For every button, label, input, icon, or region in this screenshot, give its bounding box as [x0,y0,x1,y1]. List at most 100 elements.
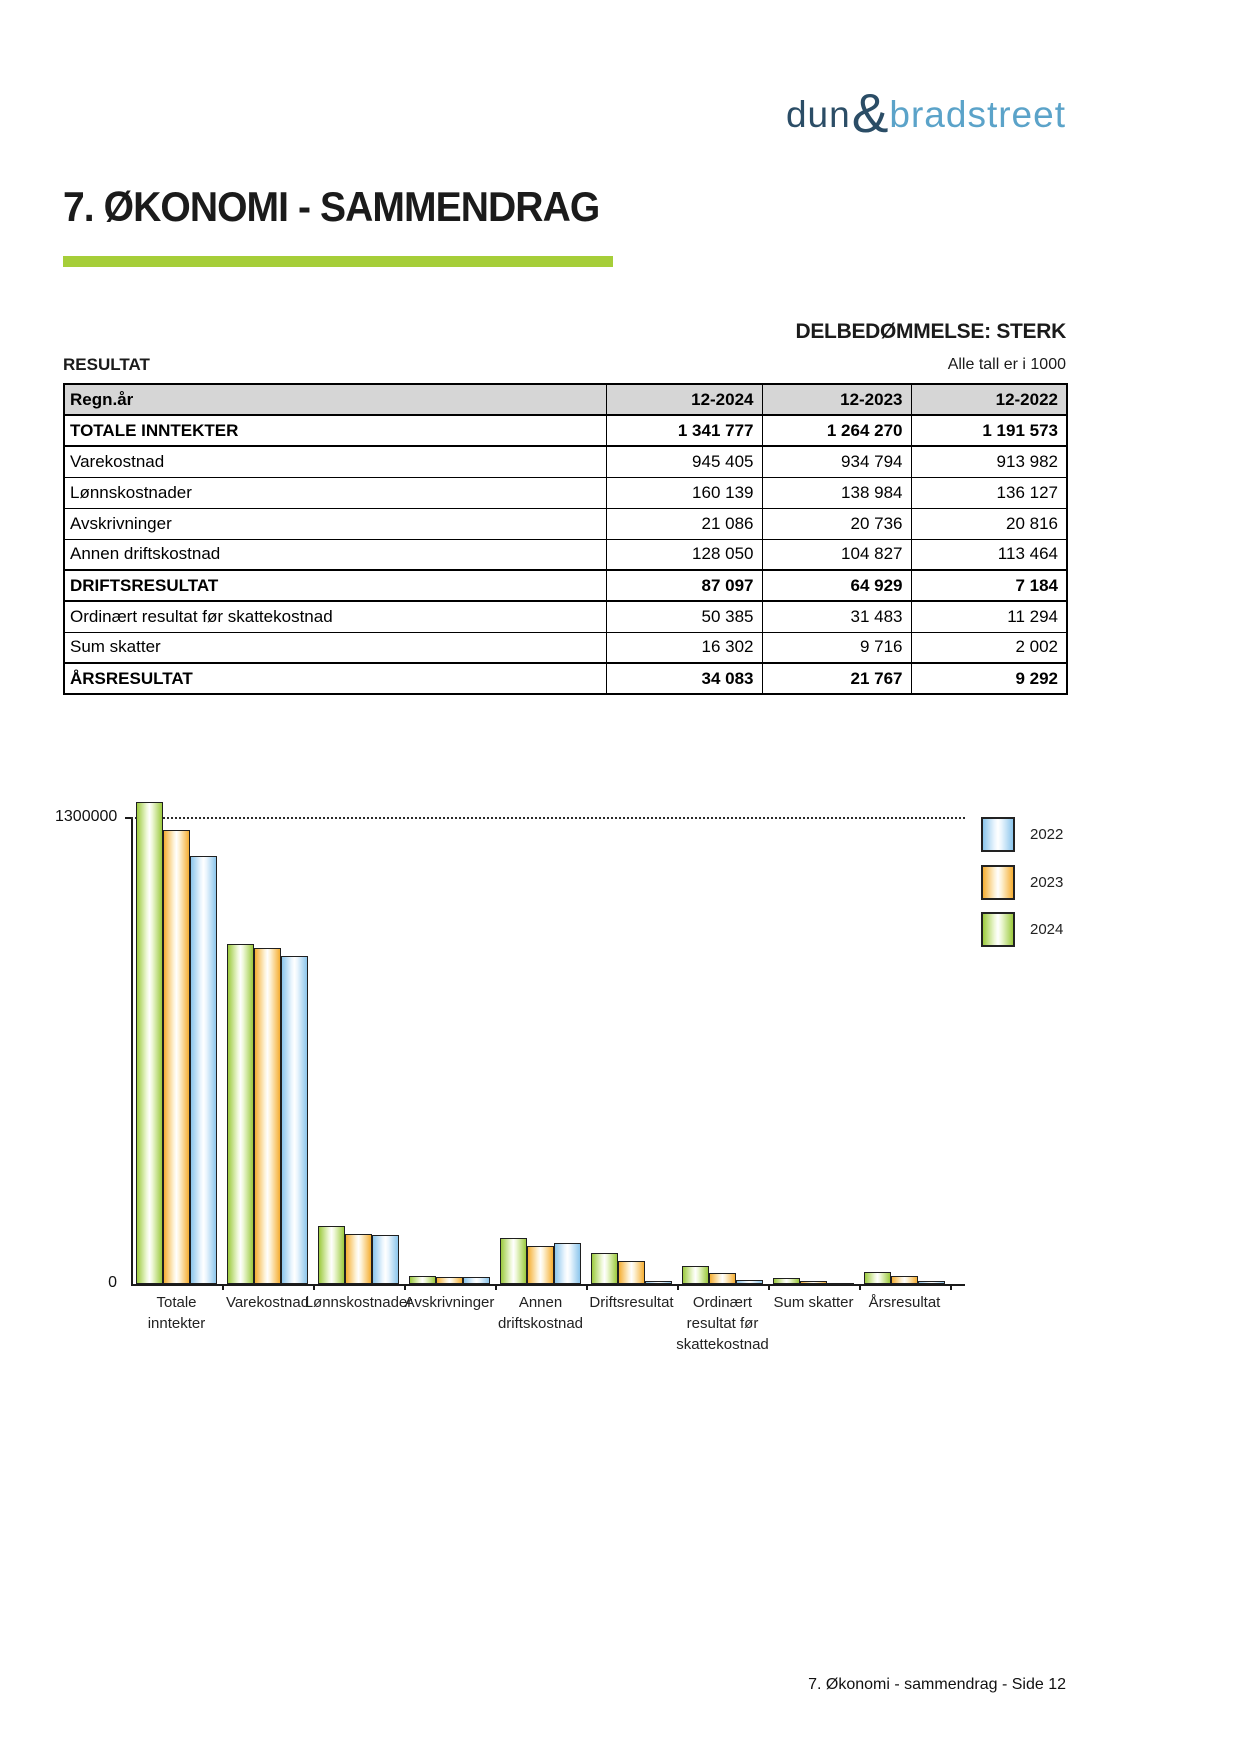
chart-bar-2024 [773,1278,800,1284]
chart-bar-2023 [527,1246,554,1284]
legend-swatch-2024 [981,912,1015,947]
chart-bar-2023 [891,1276,918,1284]
column-header: 12-2024 [605,383,763,416]
row-value: 913 982 [910,445,1068,478]
chart-bar-2023 [436,1276,463,1284]
category-label: Sum skatter [773,1294,854,1311]
row-value: 87 097 [605,569,763,602]
table-row: TOTALE INNTEKTER 1 341 777 1 264 270 1 191 … [63,414,1068,447]
row-label: Lønnskostnader [63,476,607,509]
row-label: TOTALE INNTEKTER [63,414,607,447]
category-label: Lønnskostnader [304,1294,413,1311]
category-label: Avskrivninger [404,1294,495,1311]
chart-bar-2023 [345,1234,372,1284]
x-axis-tick [677,1284,679,1290]
table-row: DRIFTSRESULTAT 87 097 64 929 7 184 [63,569,1068,602]
row-value: 16 302 [605,631,763,664]
x-axis-tick [859,1284,861,1290]
unit-note: Alle tall er i 1000 [947,356,1066,373]
chart-bar-2022 [372,1235,399,1284]
row-value: 136 127 [910,476,1068,509]
chart-bar-2023 [618,1260,645,1284]
chart-bar-2023 [163,829,190,1284]
table-row: ÅRSRESULTAT 34 083 21 767 9 292 [63,662,1068,695]
row-value: 21 767 [761,662,912,695]
row-value: 11 294 [910,600,1068,633]
table-row: Varekostnad 945 405 934 794 913 982 [63,445,1068,478]
x-axis-tick [950,1284,952,1290]
x-axis-tick [495,1284,497,1290]
table-row: Avskrivninger 21 086 20 736 20 816 [63,507,1068,540]
row-value: 34 083 [605,662,763,695]
row-label: Ordinært resultat før skattekostnad [63,600,607,633]
row-label: Varekostnad [63,445,607,478]
chart-bar-2023 [800,1280,827,1284]
legend-swatch-2022 [981,817,1015,852]
bar-chart: 1300000 0 Totale inntekter Varekostnad Løn… [55,790,1123,1410]
row-value: 9 292 [910,662,1068,695]
row-value: 160 139 [605,476,763,509]
results-table: Regn.år 12-2024 12-2023 12-2022 TOTALE INNT… [63,383,1068,695]
chart-bar-2022 [645,1281,672,1284]
row-value: 7 184 [910,569,1068,602]
chart-bar-2022 [736,1279,763,1284]
row-value: 21 086 [605,507,763,540]
chart-bar-2022 [463,1276,490,1284]
results-table-body: TOTALE INNTEKTER 1 341 777 1 264 270 1 191 … [63,414,1068,695]
x-axis-tick [222,1284,224,1290]
x-axis-tick [768,1284,770,1290]
y-axis-label-top: 1300000 [55,808,118,825]
x-axis-line [131,1284,965,1286]
chart-bar-2022 [827,1283,854,1285]
legend-label-2024: 2024 [1030,921,1064,938]
logo-word-bradstreet: bradstreet [889,94,1066,135]
chart-bar-2022 [554,1243,581,1284]
row-value: 128 050 [605,538,763,571]
legend-label-2022: 2022 [1030,826,1064,843]
chart-bar-2023 [254,948,281,1284]
row-value: 31 483 [761,600,912,633]
chart-bar-2022 [190,855,217,1284]
category-label: Varekostnad [225,1294,310,1311]
row-value: 20 816 [910,507,1068,540]
row-label: Avskrivninger [63,507,607,540]
row-label: DRIFTSRESULTAT [63,569,607,602]
table-row: Sum skatter 16 302 9 716 2 002 [63,631,1068,664]
y-axis-top-tick [125,817,131,819]
chart-bar-2024 [591,1252,618,1284]
chart-bar-2022 [918,1280,945,1284]
row-value: 138 984 [761,476,912,509]
chart-bar-2024 [318,1226,345,1284]
category-label: Årsresultat [868,1294,941,1311]
row-label: Annen driftskostnad [63,538,607,571]
row-value: 945 405 [605,445,763,478]
category-label: Totale inntekter [147,1294,206,1332]
logo-ampersand-icon: & [851,82,889,144]
category-label: Ordinært resultat før skattekostnad [676,1294,769,1353]
row-label: Sum skatter [63,631,607,664]
chart-bar-2022 [281,955,308,1284]
chart-bar-2024 [227,944,254,1284]
chart-bar-2024 [136,801,163,1284]
category-label: Annen driftskostnad [497,1294,584,1332]
row-value: 20 736 [761,507,912,540]
row-value: 1 341 777 [605,414,763,447]
chart-bar-2024 [682,1265,709,1284]
row-value: 50 385 [605,600,763,633]
logo-word-dun: dun [785,94,851,135]
x-axis-tick [313,1284,315,1290]
category-label: Driftsresultat [589,1294,674,1311]
row-value: 104 827 [761,538,912,571]
page-title: 7. ØKONOMI - SAMMENDRAG [63,183,600,230]
row-value: 934 794 [761,445,912,478]
gridline-1300000 [131,817,965,819]
row-value: 113 464 [910,538,1068,571]
column-header: 12-2023 [761,383,912,416]
chart-bar-2024 [500,1238,527,1284]
table-header-row: Regn.år 12-2024 12-2023 12-2022 [63,383,1068,416]
table-row: Annen driftskostnad 128 050 104 827 113 464 [63,538,1068,571]
row-value: 2 002 [910,631,1068,664]
table-row: Lønnskostnader 160 139 138 984 136 127 [63,476,1068,509]
y-axis-line [131,817,133,1284]
